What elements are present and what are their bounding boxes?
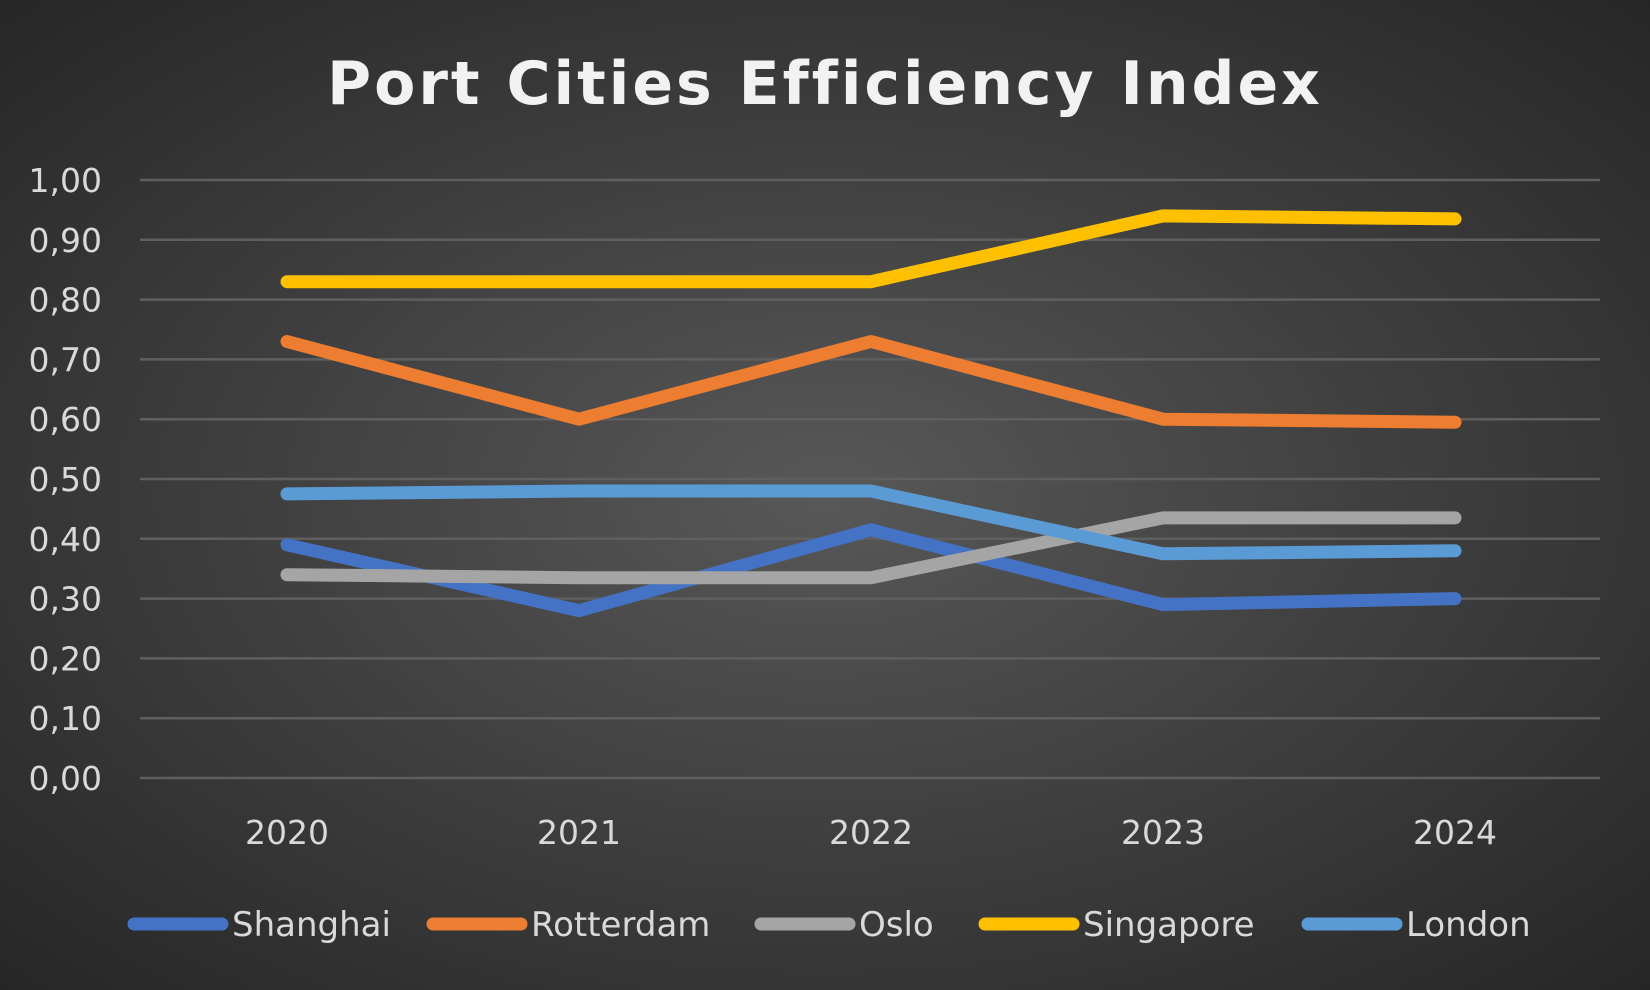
legend-label-rotterdam: Rotterdam — [531, 905, 710, 945]
y-tick-label: 0,00 — [29, 759, 102, 798]
series-line-shanghai — [280, 523, 1462, 618]
x-tick-label: 2024 — [1413, 813, 1497, 852]
y-tick-label: 0,70 — [29, 340, 102, 379]
y-tick-label: 0,30 — [29, 580, 102, 619]
legend-label-london: London — [1406, 905, 1531, 945]
y-tick-label: 0,40 — [29, 520, 102, 559]
y-tick-label: 0,20 — [29, 639, 102, 678]
legend-label-shanghai: Shanghai — [232, 905, 391, 945]
legend-label-oslo: Oslo — [859, 905, 934, 945]
series-line-london — [280, 484, 1462, 561]
y-tick-label: 0,60 — [29, 400, 102, 439]
x-tick-label: 2021 — [537, 813, 621, 852]
series-line-rotterdam — [280, 335, 1462, 429]
x-axis-tick-labels: 2020 2021 2022 2023 2024 — [245, 813, 1497, 852]
series-line-oslo — [280, 511, 1462, 585]
y-axis-tick-labels: 0,00 0,10 0,20 0,30 0,40 0,50 0,60 0,70 0,80 0,90… — [29, 161, 102, 798]
legend: Shanghai Rotterdam Oslo Singapore London — [127, 905, 1531, 945]
y-tick-label: 0,50 — [29, 460, 102, 499]
series-lines — [280, 209, 1462, 618]
x-tick-label: 2022 — [829, 813, 913, 852]
legend-label-singapore: Singapore — [1083, 905, 1255, 945]
y-tick-label: 1,00 — [29, 161, 102, 200]
y-tick-label: 0,10 — [29, 699, 102, 738]
series-line-singapore — [280, 209, 1462, 289]
y-tick-label: 0,90 — [29, 221, 102, 260]
gridlines — [140, 178, 1600, 780]
chart-title: Port Cities Efficiency Index — [327, 49, 1323, 119]
y-tick-label: 0,80 — [29, 281, 102, 320]
x-tick-label: 2023 — [1121, 813, 1205, 852]
x-tick-label: 2020 — [245, 813, 329, 852]
